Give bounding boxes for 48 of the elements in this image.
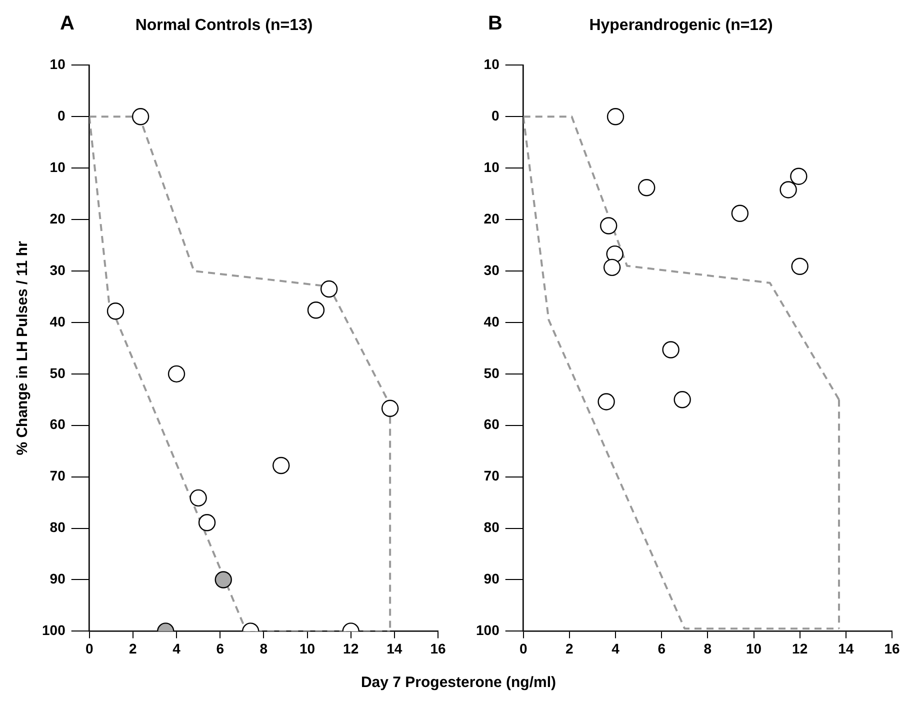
chart-title: Normal Controls (n=13) (135, 17, 313, 34)
y-tick-label: 100 (476, 622, 500, 638)
x-tick-label: 6 (658, 640, 666, 656)
y-tick-label: 100 (42, 622, 66, 638)
x-tick-label: 2 (566, 640, 574, 656)
chart-title: Hyperandrogenic (n=12) (589, 17, 773, 34)
y-tick-label: 90 (484, 570, 500, 587)
y-tick-label: 30 (50, 262, 66, 278)
x-tick-label: 14 (838, 640, 854, 656)
x-tick-label: 8 (260, 640, 268, 656)
y-tick-label: 80 (484, 519, 500, 536)
y-tick-label: 10 (50, 56, 66, 72)
x-tick-label: 16 (430, 640, 446, 656)
y-tick-label: 20 (50, 210, 66, 226)
y-tick-label: 70 (484, 468, 500, 484)
y-tick-label: 40 (484, 313, 500, 330)
x-tick-label: 14 (386, 640, 402, 656)
x-tick-label: 2 (129, 640, 138, 656)
y-tick-label: 0 (492, 108, 500, 124)
y-tick-label: 80 (50, 519, 66, 536)
y-tick-label: 10 (484, 158, 500, 175)
y-tick-label: 90 (50, 570, 66, 587)
y-tick-label: 60 (50, 416, 66, 432)
text: B (488, 12, 502, 35)
x-tick-label: 10 (746, 640, 762, 656)
x-axis-title: Day 7 Progesterone (ng/ml) (360, 674, 558, 691)
y-axis-title: % Change in LH Pulses / 11 hr (14, 240, 32, 456)
x-tick-label: 0 (519, 640, 528, 656)
y-tick-label: 60 (484, 416, 500, 432)
y-tick-label: 10 (50, 158, 66, 175)
y-tick-label: 20 (484, 210, 500, 226)
y-tick-label: 0 (58, 108, 66, 124)
x-tick-label: 6 (216, 640, 224, 656)
y-tick-label: 10 (484, 56, 500, 72)
y-tick-label: 30 (484, 262, 500, 278)
text: A (60, 12, 74, 35)
x-tick-label: 10 (299, 640, 316, 656)
x-tick-label: 16 (884, 640, 900, 656)
x-tick-label: 0 (85, 640, 94, 656)
x-tick-label: 12 (343, 640, 359, 656)
y-tick-label: 50 (484, 364, 500, 381)
y-tick-label: 40 (50, 313, 66, 330)
y-tick-label: 70 (50, 468, 66, 484)
x-tick-label: 8 (704, 640, 712, 656)
x-tick-label: 12 (792, 640, 808, 656)
x-tick-label: 4 (172, 640, 181, 656)
x-tick-label: 4 (612, 640, 620, 656)
y-tick-label: 50 (50, 364, 66, 381)
